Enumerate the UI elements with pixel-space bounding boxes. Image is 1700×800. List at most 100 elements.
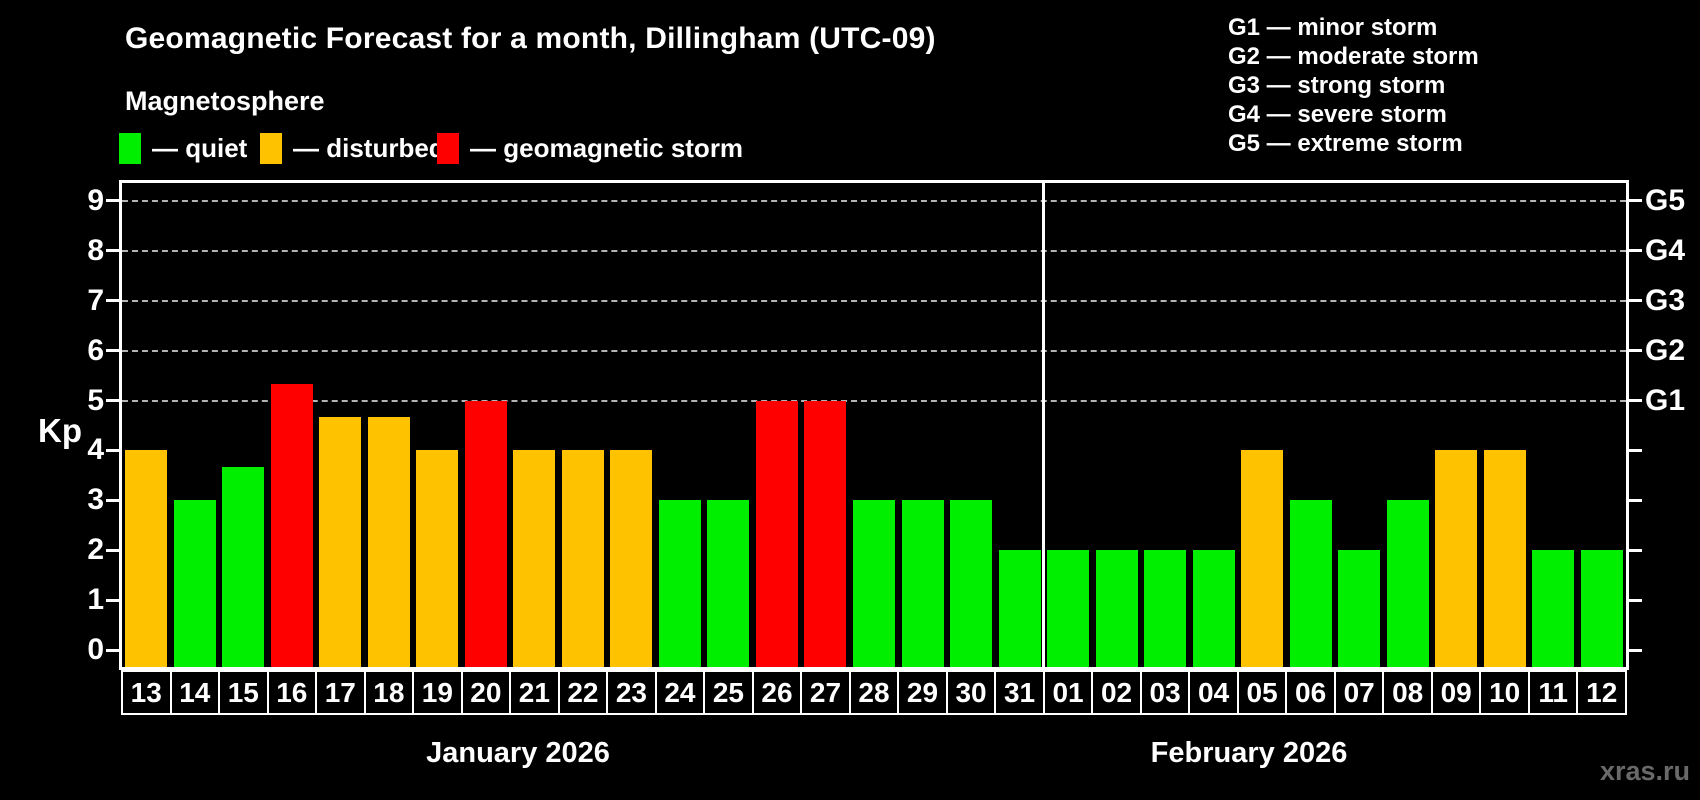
kp-axis-title: Kp [38, 412, 82, 449]
axis-tick [1629, 598, 1642, 602]
page-title: Geomagnetic Forecast for a month, Dillin… [125, 22, 936, 55]
kp-tick-label: 6 [87, 333, 104, 367]
legend-item-quiet: — quiet [119, 132, 247, 164]
kp-bar-day-22 [561, 450, 604, 667]
day-cell-15: 15 [218, 670, 269, 715]
g-axis-label-g4: G4 [1645, 233, 1686, 267]
kp-bar-day-23 [610, 450, 653, 667]
kp-bar-day-11 [1532, 550, 1575, 667]
kp-gridline [122, 199, 1626, 202]
axis-tick [1629, 548, 1642, 552]
day-cell-26: 26 [751, 670, 803, 715]
day-cell-05: 05 [1236, 670, 1288, 715]
g-axis-label-g1: G1 [1645, 383, 1686, 417]
kp-bar-day-29 [901, 500, 944, 667]
kp-tick-label: 1 [87, 583, 104, 617]
day-cell-18: 18 [363, 670, 415, 715]
quiet-color-swatch [119, 132, 141, 164]
day-cell-29: 29 [897, 670, 948, 715]
kp-tick-label: 2 [87, 533, 104, 567]
day-cell-12: 12 [1576, 670, 1627, 715]
kp-bar-day-31 [998, 550, 1041, 667]
kp-tick-label: 4 [87, 433, 104, 467]
kp-tick-label: 7 [87, 283, 104, 317]
axis-tick [1629, 448, 1642, 452]
day-cell-06: 06 [1285, 670, 1336, 715]
kp-bar-day-25 [707, 500, 750, 667]
kp-gridline [122, 299, 1626, 302]
day-cell-30: 30 [945, 670, 997, 715]
day-cell-24: 24 [654, 670, 706, 715]
kp-bar-day-18 [367, 417, 410, 667]
day-cell-25: 25 [703, 670, 754, 715]
kp-bar-day-04 [1192, 550, 1235, 667]
day-cell-11: 11 [1527, 670, 1579, 715]
g-legend-item: G4 — severe storm [1228, 101, 1447, 128]
kp-bar-day-01 [1047, 550, 1090, 667]
day-cell-13: 13 [121, 670, 172, 715]
day-cell-10: 10 [1479, 670, 1530, 715]
kp-bar-day-27 [804, 400, 847, 667]
axis-tick [106, 648, 119, 652]
axis-tick [106, 548, 119, 552]
kp-bar-day-08 [1386, 500, 1429, 667]
g-axis-label-g5: G5 [1645, 183, 1686, 217]
kp-tick-label: 8 [87, 233, 104, 267]
axis-tick [1629, 399, 1642, 403]
kp-bar-day-02 [1095, 550, 1138, 667]
day-cell-22: 22 [557, 670, 609, 715]
day-cell-02: 02 [1091, 670, 1142, 715]
kp-bar-day-28 [853, 500, 895, 667]
axis-tick [106, 498, 119, 502]
g-axis-label-g2: G2 [1645, 333, 1686, 367]
day-cell-09: 09 [1430, 670, 1482, 715]
g-legend-item: G2 — moderate storm [1228, 43, 1479, 70]
kp-bar-day-03 [1144, 550, 1187, 667]
day-cell-21: 21 [509, 670, 560, 715]
kp-tick-label: 3 [87, 483, 104, 517]
plot-area [122, 183, 1626, 667]
day-cell-16: 16 [266, 670, 318, 715]
legend-label-disturbed: — disturbed [293, 132, 445, 163]
axis-tick [1629, 349, 1642, 353]
kp-bar-day-20 [464, 400, 507, 667]
kp-bar-day-17 [319, 417, 362, 667]
kp-tick-label: 0 [87, 633, 104, 667]
jan-feb-divider [1042, 183, 1046, 667]
axis-tick [106, 598, 119, 602]
kp-bar-day-24 [658, 500, 701, 667]
kp-bar-day-16 [270, 384, 313, 667]
day-cell-17: 17 [315, 670, 366, 715]
kp-bar-day-21 [513, 450, 556, 667]
g-legend-item: G1 — minor storm [1228, 14, 1438, 41]
axis-tick [106, 349, 119, 353]
kp-bar-day-30 [950, 500, 993, 667]
day-cell-07: 07 [1333, 670, 1385, 715]
legend-item-disturbed: — disturbed [260, 132, 445, 164]
kp-bar-day-05 [1241, 450, 1284, 667]
kp-bar-day-12 [1580, 550, 1623, 667]
axis-tick [106, 448, 119, 452]
legend-label-storm: — geomagnetic storm [470, 132, 744, 163]
day-cell-01: 01 [1042, 670, 1094, 715]
watermark: xras.ru [1599, 756, 1690, 786]
axis-tick [1629, 299, 1642, 303]
kp-bar-day-26 [755, 400, 798, 667]
axis-tick [1629, 199, 1642, 203]
kp-bar-day-14 [173, 500, 216, 667]
day-cell-31: 31 [994, 670, 1045, 715]
kp-axis-labels: 0 1 2 3 4 5 6 7 8 9 [20, 0, 104, 800]
g-legend-item: G5 — extreme storm [1228, 130, 1463, 157]
g-scale-legend: G1 — minor storm G2 — moderate storm G3 — … [1228, 13, 1479, 158]
axis-tick [1629, 498, 1642, 502]
axis-tick [106, 299, 119, 303]
day-cell-20: 20 [460, 670, 512, 715]
day-axis: 13 14 15 16 17 18 19 20 21 22 23 24 25 26 27 28 29 30 31 01… [121, 670, 1627, 715]
kp-gridline [122, 349, 1626, 352]
kp-bar-day-19 [416, 450, 459, 667]
kp-bar-day-13 [125, 450, 168, 667]
legend-label-quiet: — quiet [152, 132, 248, 163]
day-cell-14: 14 [169, 670, 221, 715]
axis-tick [106, 199, 119, 203]
chart-subtitle: Magnetosphere [125, 86, 325, 116]
